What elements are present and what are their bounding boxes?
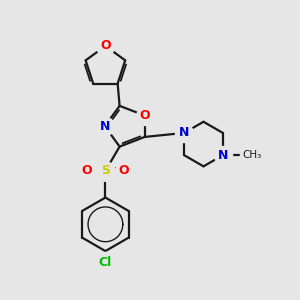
Text: N: N xyxy=(100,120,110,133)
Text: N: N xyxy=(218,149,228,162)
Text: CH₃: CH₃ xyxy=(242,150,261,160)
Text: N: N xyxy=(179,126,189,140)
Text: S: S xyxy=(101,164,110,177)
Text: O: O xyxy=(82,164,92,177)
Text: Cl: Cl xyxy=(99,256,112,269)
Text: O: O xyxy=(118,164,129,177)
Text: O: O xyxy=(100,40,111,52)
Text: O: O xyxy=(140,109,150,122)
